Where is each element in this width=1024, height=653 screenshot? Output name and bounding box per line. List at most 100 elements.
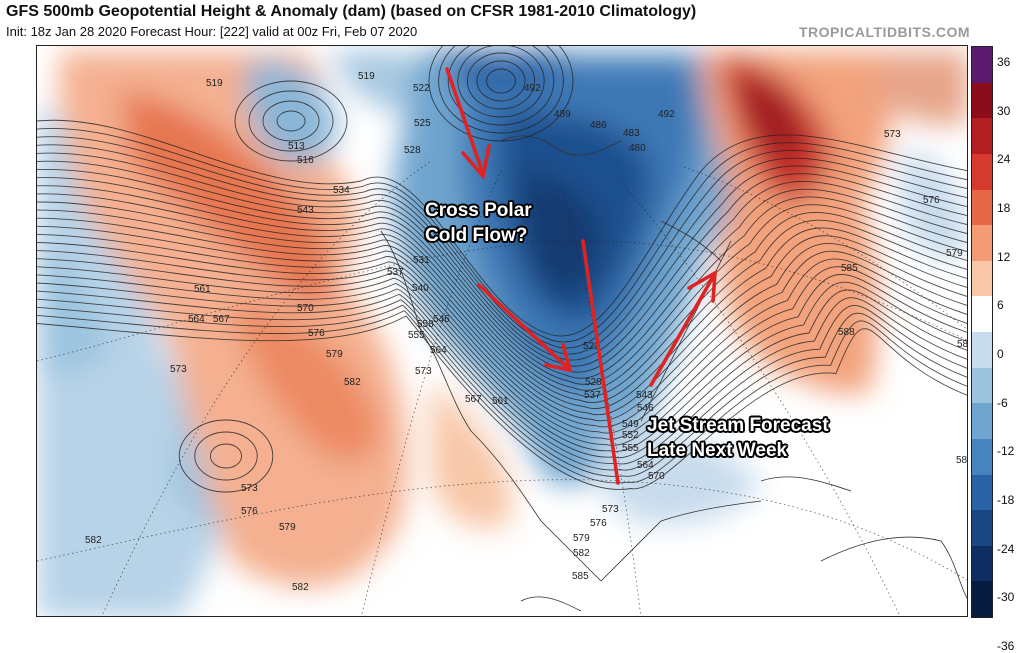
colorbar-tick-label: -6 (997, 395, 1008, 410)
contour-label: 579 (279, 522, 296, 533)
map-subtitle: Init: 18z Jan 28 2020 Forecast Hour: [22… (6, 24, 418, 39)
height-contour (37, 310, 967, 484)
contour-label: 573 (241, 483, 258, 494)
colorbar-tick-label: 36 (997, 55, 1011, 69)
contour-label: 582 (957, 339, 968, 350)
colorbar-tick-label: -36 (997, 639, 1015, 653)
contour-label: 576 (590, 518, 607, 529)
colorbar-tick-label: -30 (997, 590, 1015, 605)
contour-label: 534 (333, 185, 350, 196)
height-contour (37, 304, 967, 477)
contour-label: 555 (408, 330, 425, 341)
contour-label: 528 (404, 145, 421, 156)
contour-label: 483 (623, 128, 640, 139)
low-center-contour (428, 46, 574, 142)
contour-label: 570 (297, 303, 314, 314)
contour-label: 579 (326, 349, 343, 360)
low-center-contour (486, 68, 516, 94)
contour-label: 585 (841, 263, 858, 274)
contour-label: 492 (524, 83, 541, 94)
contour-label: 576 (308, 328, 325, 339)
height-contour (37, 298, 967, 471)
low-center-contour (209, 443, 243, 469)
height-contour (37, 136, 967, 349)
contour-label: 576 (923, 195, 940, 206)
colorbar-segment (972, 438, 992, 475)
contour-label: 522 (413, 83, 430, 94)
height-contours (37, 46, 967, 493)
low-center-contour (178, 419, 274, 493)
contour-labels: 519 519 522 525 528 513 516 534 543 492 489 486 483 4… (85, 71, 968, 593)
colorbar-tick-label: -12 (997, 444, 1015, 459)
annotation-arrows (445, 67, 718, 485)
colorbar-segment (972, 189, 992, 226)
height-contour (37, 127, 967, 343)
height-contour (37, 290, 967, 465)
arrow-plains-flow (477, 283, 573, 373)
contour-label: 549 (622, 419, 639, 430)
contour-label: 537 (387, 267, 404, 278)
contour-label: 582 (292, 582, 309, 593)
colorbar-segment (972, 47, 992, 83)
contour-label: 516 (297, 155, 314, 166)
colorbar-tick-label: 6 (997, 298, 1004, 313)
contour-label: 537 (584, 390, 601, 401)
contour-label: 480 (629, 143, 646, 154)
low-center-contour (476, 60, 526, 102)
low-center-contour (248, 90, 334, 152)
contour-label: 585 (956, 455, 968, 466)
colorbar-segment (972, 153, 992, 190)
annotation-jet-line1: Jet Stream Forecast (647, 415, 829, 436)
contour-label: 519 (358, 71, 375, 82)
contour-label: 489 (554, 109, 571, 120)
contour-label: 570 (648, 471, 665, 482)
contour-label: 573 (884, 129, 901, 140)
height-contour (37, 233, 967, 422)
contour-label: 564 (637, 460, 654, 471)
contour-label: 552 (622, 430, 639, 441)
colorbar-tick-labels: 36 30 24 18 12 6 0 -6 -12 -18 -24 -30 -36 (995, 46, 1024, 653)
colorbar-segment (972, 403, 992, 439)
colorbar-segment (972, 260, 992, 297)
colorbar-tick-label: 18 (997, 201, 1011, 215)
arrow-polar-inflow (445, 67, 491, 180)
low-center-contour (447, 46, 555, 126)
contour-label: 561 (492, 396, 509, 407)
colorbar-segment (972, 82, 992, 119)
contour-label: 543 (636, 390, 653, 401)
colorbar-segment (972, 225, 992, 261)
annotation-jet-stream: Jet Stream Forecast Late Next Week (647, 413, 829, 463)
low-center-contour (194, 431, 258, 481)
contour-label: 531 (413, 255, 430, 266)
contour-label: 564 (430, 345, 447, 356)
contour-label: 546 (433, 314, 450, 325)
height-contour (37, 209, 967, 403)
contour-label: 585 (572, 571, 589, 582)
source-credit: TROPICALTIDBITS.COM (798, 24, 970, 40)
map-title: GFS 500mb Geopotential Height & Anomaly … (6, 3, 697, 20)
colorbar-tick-label: -24 (997, 541, 1015, 556)
height-contour (37, 193, 967, 391)
contour-label: 522 (583, 341, 600, 352)
colorbar-tick-label: 30 (997, 103, 1011, 118)
contour-label: 543 (297, 205, 314, 216)
map-panel: 519 519 522 525 528 513 516 534 543 492 489 486 483 4… (36, 45, 968, 617)
contour-label: 579 (573, 533, 590, 544)
height-contour (37, 266, 967, 446)
height-contour (37, 144, 967, 355)
arrow-east-coast (649, 269, 718, 387)
low-center-contour (262, 100, 320, 142)
contour-label: 555 (622, 443, 639, 454)
colorbar-segment (972, 474, 992, 511)
colorbar-segment (972, 510, 992, 546)
low-center-contour (234, 80, 348, 162)
contour-label: 486 (590, 120, 607, 131)
low-center-contour (276, 110, 306, 132)
contour-label: 573 (602, 504, 619, 515)
low-center-contour (438, 46, 564, 134)
height-contour (37, 274, 967, 453)
low-center-contour (466, 52, 536, 110)
contour-label: 582 (344, 377, 361, 388)
height-contour (37, 217, 967, 410)
contour-label: 546 (637, 403, 654, 414)
